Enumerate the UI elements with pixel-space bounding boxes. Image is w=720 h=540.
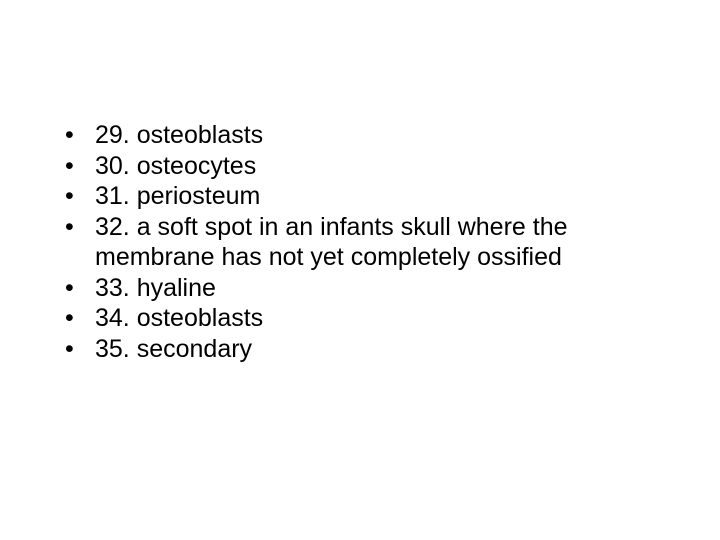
list-item: 31. periosteum [55, 181, 680, 212]
list-item-text: 33. hyaline [95, 274, 216, 302]
list-item-text: 32. a soft spot in an infants skull wher… [95, 213, 568, 272]
list-item: 29. osteoblasts [55, 120, 680, 151]
list-item-text: 34. osteoblasts [95, 304, 263, 332]
list-item-text: 31. periosteum [95, 182, 260, 210]
list-item: 35. secondary [55, 334, 680, 365]
list-item: 32. a soft spot in an infants skull wher… [55, 212, 680, 273]
list-item-text: 35. secondary [95, 335, 252, 363]
list-item: 33. hyaline [55, 273, 680, 304]
slide: 29. osteoblasts 30. osteocytes 31. perio… [0, 0, 720, 540]
list-item: 30. osteocytes [55, 151, 680, 182]
list-item-text: 30. osteocytes [95, 152, 256, 180]
bullet-list: 29. osteoblasts 30. osteocytes 31. perio… [55, 120, 680, 364]
list-item-text: 29. osteoblasts [95, 121, 263, 149]
list-item: 34. osteoblasts [55, 303, 680, 334]
